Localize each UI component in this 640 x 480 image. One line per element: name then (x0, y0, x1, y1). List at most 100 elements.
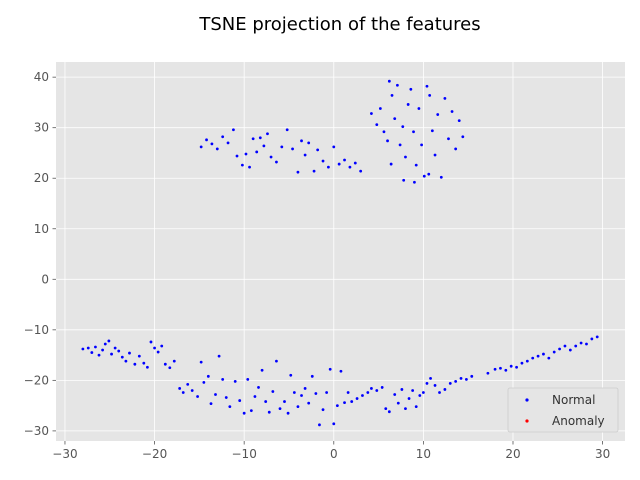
data-point-normal (275, 359, 278, 363)
data-point-normal (504, 368, 508, 372)
data-point-normal (224, 396, 228, 399)
data-point-normal (459, 376, 463, 380)
data-point-normal (359, 169, 363, 173)
data-point-normal (249, 409, 253, 413)
data-point-normal (248, 165, 251, 169)
data-point-normal (386, 139, 389, 143)
y-axis: −30 −20 −10 0 10 20 30 40 (24, 70, 56, 438)
data-point-normal (316, 148, 320, 152)
data-point-normal (206, 374, 210, 378)
legend-label-normal: Normal (552, 393, 595, 407)
data-point-normal (439, 175, 443, 179)
data-point-normal (486, 371, 490, 375)
data-point-normal (413, 180, 416, 184)
data-point-normal (346, 391, 350, 394)
data-point-normal (307, 401, 311, 405)
data-point-normal (361, 394, 364, 397)
data-point-normal (289, 373, 293, 377)
data-point-normal (375, 389, 379, 392)
data-point-normal (246, 377, 250, 381)
data-point-normal (568, 348, 572, 352)
data-point-normal (240, 163, 244, 167)
data-point-normal (310, 374, 314, 378)
data-point-normal (461, 135, 465, 139)
data-point-normal (163, 362, 167, 366)
data-point-normal (520, 361, 524, 365)
data-point-normal (370, 387, 373, 390)
data-point-normal (542, 352, 545, 356)
data-point-normal (238, 399, 242, 402)
data-point-normal (536, 354, 540, 358)
data-point-normal (275, 160, 278, 164)
data-point-normal (558, 347, 561, 351)
data-point-normal (81, 347, 85, 351)
y-tick-label: 10 (34, 222, 49, 236)
data-point-normal (133, 362, 137, 366)
data-point-normal (421, 391, 425, 394)
data-point-normal (321, 408, 325, 412)
data-point-normal (178, 387, 182, 390)
data-point-normal (366, 391, 370, 394)
data-point-normal (378, 107, 382, 110)
x-tick-label: −10 (232, 447, 257, 461)
data-point-normal (337, 162, 341, 166)
legend: Normal Anomaly (507, 387, 619, 433)
data-points (81, 79, 599, 427)
data-point-normal (418, 394, 422, 397)
data-point-normal (433, 153, 437, 157)
data-point-normal (390, 93, 394, 97)
data-point-normal (262, 144, 266, 148)
data-point-normal (266, 132, 269, 136)
data-point-normal (398, 143, 402, 147)
data-point-normal (312, 169, 316, 173)
data-point-normal (433, 384, 437, 387)
data-point-normal (257, 386, 260, 389)
data-point-normal (447, 137, 450, 141)
data-point-normal (321, 159, 325, 163)
data-point-normal (443, 388, 447, 391)
y-tick-label: 20 (34, 171, 49, 185)
data-point-normal (103, 342, 107, 346)
data-point-normal (258, 136, 262, 140)
data-point-normal (411, 389, 415, 392)
data-point-normal (145, 365, 149, 369)
data-point-normal (579, 341, 583, 345)
data-point-normal (255, 150, 259, 154)
data-point-normal (339, 369, 343, 373)
data-point-normal (343, 401, 346, 404)
data-point-normal (196, 395, 199, 398)
data-point-normal (380, 386, 384, 389)
data-point-normal (404, 155, 407, 159)
data-point-normal (595, 335, 599, 339)
data-point-normal (563, 344, 567, 348)
data-point-normal (107, 339, 111, 343)
data-point-normal (120, 355, 124, 359)
data-point-normal (407, 397, 411, 400)
data-point-normal (547, 356, 551, 360)
data-point-normal (128, 351, 131, 355)
legend-label-anomaly: Anomaly (552, 414, 605, 428)
data-point-normal (493, 367, 497, 371)
data-point-normal (422, 174, 426, 178)
data-point-normal (425, 381, 429, 385)
data-point-normal (221, 377, 225, 381)
x-tick-label: −30 (52, 447, 77, 461)
data-point-normal (271, 390, 275, 393)
data-point-normal (94, 345, 97, 349)
data-point-normal (414, 163, 418, 167)
data-point-normal (464, 377, 468, 381)
data-point-normal (291, 147, 294, 151)
data-point-normal (375, 123, 379, 127)
data-point-normal (389, 162, 393, 166)
data-point-normal (142, 361, 146, 365)
data-point-normal (307, 141, 311, 145)
data-point-normal (303, 153, 307, 157)
data-point-normal (335, 404, 339, 408)
data-point-normal (436, 113, 440, 116)
data-point-normal (318, 423, 321, 427)
legend-box (507, 387, 619, 433)
data-point-normal (425, 84, 429, 88)
x-tick-label: 30 (595, 447, 610, 461)
data-point-normal (509, 364, 513, 368)
data-point-normal (260, 368, 264, 372)
